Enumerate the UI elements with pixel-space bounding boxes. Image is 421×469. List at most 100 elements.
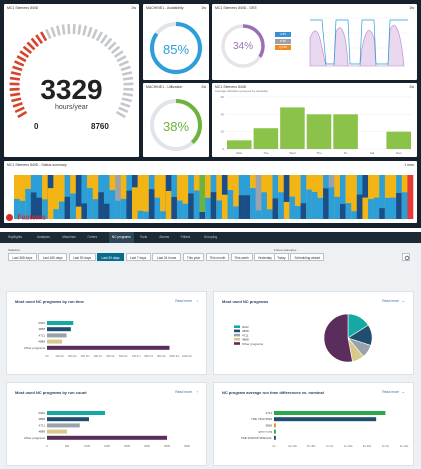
filter-this-year-button[interactable]: This year — [182, 253, 205, 261]
status-segment — [92, 175, 99, 219]
pie-slice — [323, 313, 353, 363]
status-segment — [199, 212, 206, 219]
panel-title: MACHINE1 - Availability — [146, 6, 184, 10]
pie-card[interactable]: Most used NC programs Read more ⌄ 0022 38… — [213, 291, 414, 375]
gauge-panel[interactable]: MC1 Siemens 840D 2w 3329 hours/year 0 87… — [4, 4, 139, 157]
tab-analyses[interactable]: Analyses — [37, 235, 50, 239]
weekday-utilization-panel[interactable]: MC1 Siemens 840D Average utilization gro… — [212, 83, 417, 157]
status-segment — [36, 197, 43, 219]
status-segment — [205, 175, 211, 219]
tab-tools[interactable]: Tools — [139, 235, 148, 239]
filter-last-24-hours-button[interactable]: Last 24 hours — [152, 253, 181, 261]
filter-this-week-button[interactable]: This week — [230, 253, 253, 261]
status-segment — [75, 206, 82, 219]
status-segment — [64, 196, 71, 219]
main-tab-bar: Highlights Analyses Machines Orders NC progr… — [0, 232, 421, 243]
gauge-tick — [12, 101, 23, 108]
fastems-logo: Fastems — [6, 209, 46, 222]
utilization-ring — [150, 99, 202, 151]
status-segment — [199, 175, 206, 219]
tab-pallets[interactable]: Pallets — [180, 235, 191, 239]
legend-label: 4888 — [242, 338, 249, 342]
filter-this-month-button[interactable]: This month — [205, 253, 230, 261]
gauge-tick — [22, 45, 33, 55]
x-tick-label: 1m 40s — [363, 444, 372, 448]
bar — [47, 423, 80, 428]
gauge-tick — [35, 34, 43, 44]
bar — [274, 417, 377, 422]
gauge-min: 0 — [34, 122, 39, 131]
tab-highlights[interactable]: Highlights — [8, 235, 22, 239]
gauge-tick — [122, 76, 134, 81]
status-segment — [42, 175, 49, 219]
category-label: gyro x.org — [259, 430, 273, 434]
oee-chip-list: A 85 P 60 Q 100 — [275, 32, 291, 52]
gauge-tick — [30, 37, 40, 48]
gauge-tick — [10, 92, 21, 97]
bar — [47, 333, 67, 338]
x-tick-label: Sun — [396, 151, 402, 155]
legend-swatch — [234, 329, 240, 333]
status-segment — [14, 175, 20, 219]
bar — [47, 435, 167, 440]
filter-last-7-days-button[interactable]: Last 7 days — [125, 253, 151, 261]
runtime-card[interactable]: Most used NC programs by run time Read m… — [6, 291, 207, 375]
filter-yesterday-button[interactable]: Yesterday — [254, 253, 276, 261]
status-segment — [368, 175, 374, 219]
bar — [274, 429, 276, 434]
status-segment — [103, 203, 110, 219]
utilization-panel[interactable]: MACHINE1 - Utilization 2w 38% — [143, 83, 209, 157]
x-tick-label: Fri — [344, 151, 348, 155]
status-summary-panel[interactable]: MC1 Siemens 840D - Status summary 1 mon … — [4, 161, 417, 223]
filter-last-180-days-button[interactable]: Last 180 days — [38, 253, 67, 261]
status-segment — [351, 211, 358, 219]
filter-scheduling-ahead-button[interactable]: Scheduling ahead — [290, 253, 325, 261]
time-range: 1 mon — [404, 163, 414, 167]
chevron-right-icon[interactable]: › — [196, 298, 198, 303]
read-more-link[interactable]: Read more — [175, 390, 192, 394]
tab-machines[interactable]: Machines — [62, 235, 76, 239]
read-more-link[interactable]: Read more — [382, 299, 399, 303]
filter-last-30-days-button[interactable]: Last 30 days — [97, 253, 124, 261]
filter-last-90-days-button[interactable]: Last 90 days — [68, 253, 96, 261]
read-more-link[interactable]: Read more — [382, 390, 399, 394]
status-segment — [384, 197, 391, 219]
category-label: 4711 — [39, 423, 46, 427]
runcount-card[interactable]: Most used NC programs by run count Read … — [6, 382, 207, 466]
weekday-bar — [280, 107, 305, 149]
status-segment — [47, 188, 54, 219]
x-tick-label: 0 — [46, 444, 48, 448]
status-segment — [176, 200, 183, 219]
status-segment — [396, 192, 403, 219]
status-segment — [244, 195, 251, 219]
oee-panel[interactable]: MC1 Siemens 840D - OEE 2w 34% A 85 P 60 Q … — [212, 4, 417, 80]
filter-today-button[interactable]: Today — [274, 253, 289, 261]
status-segment — [345, 203, 352, 219]
status-segment — [154, 197, 161, 219]
x-tick-label: 100h 0m — [169, 354, 179, 358]
status-segment — [19, 200, 26, 219]
category-label: 4888 — [38, 430, 45, 434]
status-segment — [362, 175, 369, 219]
settings-button[interactable] — [402, 253, 410, 261]
gauge-tick — [122, 92, 133, 97]
availability-panel[interactable]: MACHINE1 - Availability 2w 85% — [143, 4, 209, 80]
chevron-right-icon[interactable]: › — [196, 389, 198, 394]
difference-card[interactable]: NC program average run time differences … — [213, 382, 414, 466]
chevron-down-icon[interactable]: ⌄ — [401, 298, 405, 303]
tab-grouping[interactable]: Grouping — [203, 235, 218, 239]
gauge-tick — [82, 25, 88, 36]
tab-orders[interactable]: Orders — [87, 235, 98, 239]
bar — [47, 429, 67, 434]
tab-nc-programs[interactable]: NC programs — [108, 232, 134, 243]
status-segment — [401, 192, 408, 219]
oee-chip: P 60 — [275, 38, 291, 44]
availability-ring — [150, 22, 202, 74]
gauge-tick — [107, 41, 117, 51]
chevron-down-icon[interactable]: ⌄ — [401, 389, 405, 394]
filter-last-365-days-button[interactable]: Last 365 days — [8, 253, 37, 261]
status-segment — [176, 175, 183, 219]
tab-alarms[interactable]: Alarms — [159, 235, 170, 239]
read-more-link[interactable]: Read more — [175, 299, 192, 303]
status-segment — [216, 175, 223, 219]
